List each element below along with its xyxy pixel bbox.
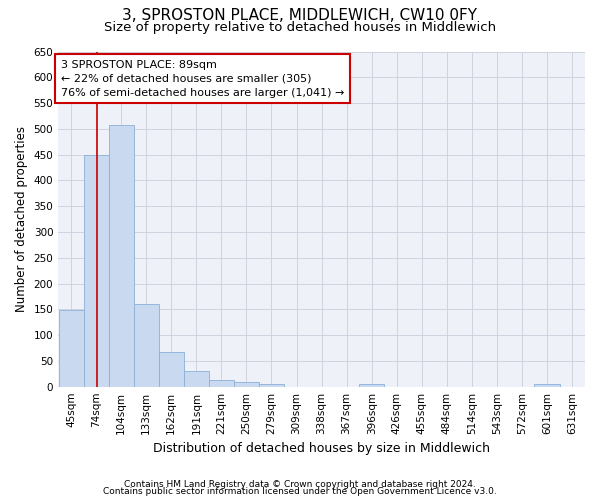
Bar	[83, 154, 109, 386]
Bar	[234, 382, 259, 386]
Bar	[109, 125, 134, 386]
Bar	[535, 384, 560, 386]
Text: Contains HM Land Registry data © Crown copyright and database right 2024.: Contains HM Land Registry data © Crown c…	[124, 480, 476, 489]
Y-axis label: Number of detached properties: Number of detached properties	[15, 126, 28, 312]
Bar	[159, 352, 184, 386]
Text: 3 SPROSTON PLACE: 89sqm
← 22% of detached houses are smaller (305)
76% of semi-d: 3 SPROSTON PLACE: 89sqm ← 22% of detache…	[61, 60, 344, 98]
Text: Contains public sector information licensed under the Open Government Licence v3: Contains public sector information licen…	[103, 487, 497, 496]
X-axis label: Distribution of detached houses by size in Middlewich: Distribution of detached houses by size …	[153, 442, 490, 455]
Bar	[59, 310, 83, 386]
Text: 3, SPROSTON PLACE, MIDDLEWICH, CW10 0FY: 3, SPROSTON PLACE, MIDDLEWICH, CW10 0FY	[122, 8, 478, 22]
Bar	[134, 304, 159, 386]
Text: Size of property relative to detached houses in Middlewich: Size of property relative to detached ho…	[104, 21, 496, 34]
Bar	[209, 380, 234, 386]
Bar	[184, 371, 209, 386]
Bar	[259, 384, 284, 386]
Bar	[359, 384, 384, 386]
